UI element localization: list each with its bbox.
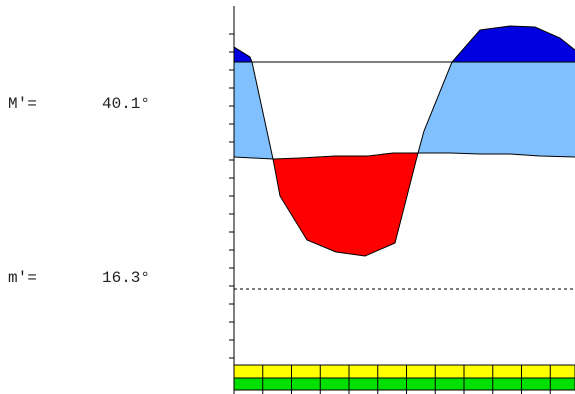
curves <box>233 25 575 290</box>
upper-readout-value: 40.1° <box>102 95 150 113</box>
upper-curve <box>233 25 575 257</box>
yellow-bar <box>233 364 575 379</box>
deep-blue-area-left <box>234 47 252 62</box>
upper-readout-label: M′= <box>8 95 37 113</box>
red-dry-area <box>273 153 418 256</box>
green-bar <box>233 377 575 391</box>
plot-area <box>234 26 575 256</box>
light-blue-band-left <box>234 62 273 159</box>
lower-curve <box>233 152 575 160</box>
light-blue-band-right <box>418 62 575 157</box>
bottom-bars <box>233 364 575 394</box>
vertical-axis <box>229 6 235 394</box>
deep-blue-area-right <box>452 26 575 62</box>
lower-readout-value: 16.3° <box>102 269 150 287</box>
lower-readout-label: m′= <box>8 269 37 287</box>
